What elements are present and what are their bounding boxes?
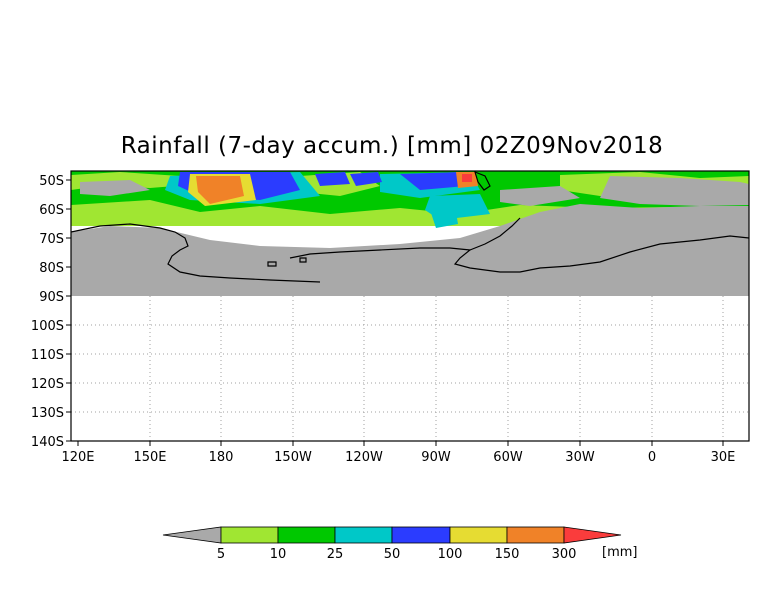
colorbar-segment (220, 526, 279, 544)
lon-label: 60W (493, 450, 523, 465)
map-title: Rainfall (7-day accum.) [mm] 02Z09Nov201… (120, 133, 664, 159)
lon-label: 0 (648, 450, 656, 465)
colorbar-segment (506, 526, 565, 544)
lat-label: 80S (39, 261, 64, 276)
lat-label: 60S (39, 203, 64, 218)
lat-label: 120S (31, 377, 64, 392)
lon-label: 30E (711, 450, 736, 465)
lat-label: 100S (31, 319, 64, 334)
longitude-labels: 120E 150E 180 150W 120W 90W 60W 30W 0 30… (61, 450, 735, 465)
coastlines (71, 171, 749, 283)
colorbar-over-triangle (563, 526, 622, 544)
no-data-mask (71, 204, 749, 296)
lat-label: 50S (39, 174, 64, 189)
latitude-labels: 50S 60S 70S 80S 90S 100S 110S 120S 130S … (31, 174, 64, 450)
lat-label: 90S (39, 290, 64, 305)
colorbar-label: 300 (552, 547, 577, 562)
colorbar-label: 5 (217, 547, 225, 562)
colorbar-segment (277, 526, 336, 544)
lat-label: 140S (31, 435, 64, 450)
colorbar-segment (449, 526, 508, 544)
colorbar-under-triangle (162, 526, 222, 544)
colorbar-segment (391, 526, 451, 544)
lat-label: 70S (39, 232, 64, 247)
colorbar-unit: [mm] (602, 545, 637, 560)
colorbar (162, 526, 622, 544)
lon-label: 180 (209, 450, 234, 465)
lon-label: 90W (421, 450, 451, 465)
lon-label: 150W (274, 450, 312, 465)
lon-label: 120E (61, 450, 94, 465)
plot-frame (70, 170, 750, 442)
lon-label: 150E (133, 450, 166, 465)
colorbar-label: 150 (495, 547, 520, 562)
lat-label: 110S (31, 348, 64, 363)
lon-label: 30W (565, 450, 595, 465)
colorbar-label: 50 (384, 547, 401, 562)
lat-label: 130S (31, 406, 64, 421)
colorbar-label: 100 (438, 547, 463, 562)
colorbar-segment (334, 526, 393, 544)
graticule (71, 296, 749, 441)
lon-label: 120W (345, 450, 383, 465)
colorbar-label: 10 (270, 547, 287, 562)
colorbar-label: 25 (327, 547, 344, 562)
colorbar-labels: 5 10 25 50 100 150 300 [mm] (217, 545, 638, 562)
